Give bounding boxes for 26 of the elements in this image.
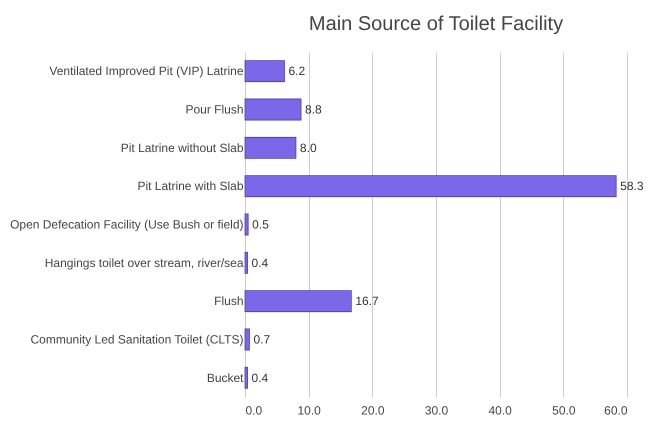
y-tick-label: Pit Latrine without Slab [120, 140, 244, 155]
data-label: 0.7 [253, 332, 270, 346]
x-tick-label: 20.0 [361, 404, 385, 418]
x-tick-label: 30.0 [424, 404, 448, 418]
data-label: 0.5 [252, 218, 270, 232]
data-label: 58.3 [620, 179, 644, 194]
x-tick-label: 10.0 [297, 404, 322, 418]
data-label: 8.8 [305, 102, 322, 116]
y-tick-label: Ventilated Improved Pit (VIP) Latrine [49, 64, 244, 78]
data-label: 6.2 [288, 64, 306, 78]
x-tick-label: 50.0 [552, 404, 576, 418]
x-tick-label: 40.0 [488, 404, 512, 418]
data-label: 16.7 [355, 294, 380, 308]
y-tick-label: Flush [214, 294, 244, 308]
x-tick-label: 0.0 [246, 404, 263, 418]
data-label: 0.4 [252, 370, 269, 385]
y-tick-label: Community Led Sanitation Toilet (CLTS) [30, 332, 244, 346]
y-tick-label: Hangings toilet over stream, river/sea [44, 256, 244, 270]
chart-title: Main Source of Toilet Facility [308, 13, 564, 35]
y-tick-label: Pour Flush [185, 102, 244, 116]
y-tick-label: Bucket [206, 370, 244, 385]
x-tick-label: 60.0 [604, 404, 628, 418]
data-label: 0.4 [252, 256, 269, 270]
y-tick-label: Pit Latrine with Slab [137, 179, 244, 194]
data-label: 8.0 [300, 140, 317, 155]
y-tick-label: Open Defecation Facility (Use Bush or field) [10, 218, 244, 232]
